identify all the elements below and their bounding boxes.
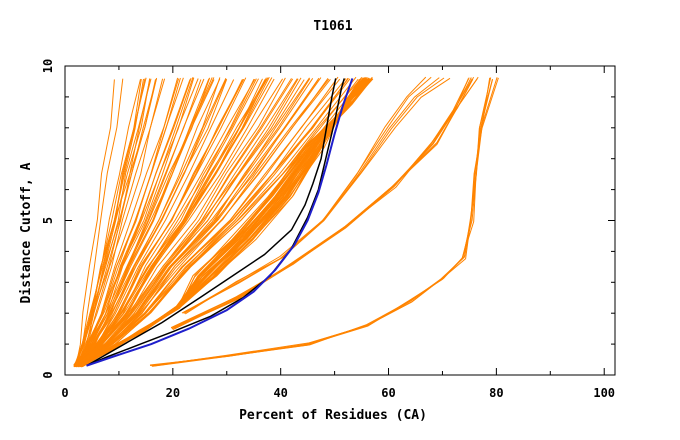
model-line-138: [151, 77, 498, 366]
x-axis-label: Percent of Residues (CA): [239, 408, 427, 423]
model-line-43: [75, 78, 257, 367]
model-line-0: [75, 79, 115, 366]
x-axis-ticks: 0 20 40 60 80 100: [61, 66, 615, 400]
model-line-123: [183, 77, 445, 314]
model-line-59: [76, 78, 294, 367]
x-tick-label-60: 60: [381, 386, 395, 400]
chart-title: T1061: [313, 19, 352, 34]
model-line-39: [74, 79, 235, 366]
model-line-27: [76, 78, 205, 366]
x-tick-label-0: 0: [61, 386, 68, 400]
highlight-line-black-0: [86, 78, 337, 367]
highlight-lines: [86, 78, 354, 367]
model-line-61: [77, 77, 302, 368]
model-line-22: [73, 77, 195, 368]
y-axis-ticks: 0 5 10: [41, 59, 615, 379]
model-line-119: [79, 78, 373, 367]
model-line-76: [74, 78, 351, 368]
model-line-121: [181, 76, 432, 314]
y-tick-label-0: 0: [41, 371, 55, 378]
model-line-35: [76, 77, 227, 366]
model-line-128: [171, 79, 474, 330]
y-tick-label-10: 10: [41, 59, 55, 73]
x-tick-label-80: 80: [489, 386, 503, 400]
highlight-line-blue-2: [86, 78, 354, 367]
x-tick-label-100: 100: [593, 386, 615, 400]
y-tick-label-5: 5: [41, 217, 55, 224]
model-line-55: [74, 78, 284, 367]
model-line-79: [74, 76, 363, 365]
model-line-56: [73, 77, 286, 366]
model-line-13: [75, 78, 157, 367]
model-lines: [73, 76, 499, 368]
model-line-28: [74, 77, 215, 367]
model-line-124: [184, 77, 451, 315]
model-line-132: [171, 76, 479, 329]
x-tick-label-40: 40: [273, 386, 287, 400]
plot-area: [73, 76, 499, 368]
y-axis-label: Distance Cutoff, A: [19, 162, 34, 303]
model-line-71: [75, 78, 331, 366]
x-tick-label-20: 20: [166, 386, 180, 400]
model-line-66: [77, 77, 320, 366]
model-line-11: [74, 77, 158, 367]
